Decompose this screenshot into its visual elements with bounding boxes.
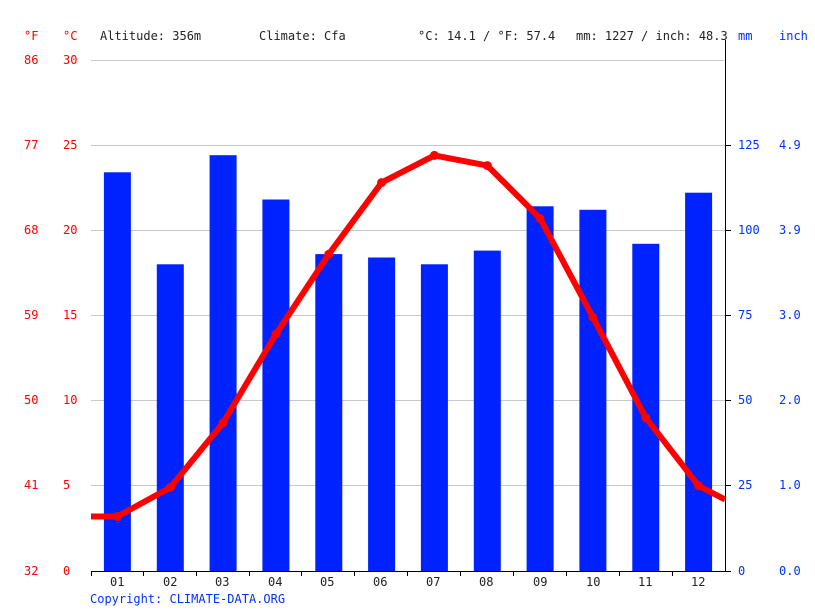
temperature-point — [218, 418, 228, 428]
precipitation-bar — [315, 254, 343, 571]
precipitation-total-label: mm: 1227 / inch: 48.3 — [576, 29, 728, 43]
c-tick-30: 30 — [63, 53, 78, 67]
copyright-link[interactable]: Copyright: CLIMATE-DATA.ORG — [90, 592, 286, 606]
month-label-07: 07 — [426, 575, 441, 589]
month-label-08: 08 — [479, 575, 494, 589]
mm-tick-125: 125 — [738, 138, 760, 152]
inch-tick-1-0: 1.0 — [779, 478, 801, 492]
temperature-line — [91, 152, 727, 520]
precipitation-bar — [632, 243, 660, 572]
f-tick-68: 68 — [24, 223, 39, 237]
precipitation-bar — [262, 199, 290, 571]
precipitation-bar — [579, 209, 607, 572]
precipitation-bar — [103, 172, 131, 572]
precipitation-bar — [368, 257, 396, 571]
temperature-point — [535, 213, 545, 223]
temperature-point — [271, 329, 281, 339]
inch-tick-3-9: 3.9 — [779, 223, 801, 237]
month-label-01: 01 — [110, 575, 125, 589]
month-label-10: 10 — [586, 575, 601, 589]
f-tick-59: 59 — [24, 308, 39, 322]
precipitation-bar — [685, 192, 713, 571]
temperature-point — [324, 249, 334, 259]
month-label-02: 02 — [163, 575, 178, 589]
axes — [91, 40, 731, 576]
f-tick-41: 41 — [24, 478, 39, 492]
precipitation-bar — [420, 264, 448, 571]
mm-tick-0: 0 — [738, 564, 746, 578]
inch-tick-4-9: 4.9 — [779, 138, 801, 152]
mm-tick-100: 100 — [738, 223, 760, 237]
c-tick-10: 10 — [63, 393, 78, 407]
gridlines — [91, 60, 725, 486]
inch-tick-3-0: 3.0 — [779, 308, 801, 322]
month-label-12: 12 — [691, 575, 706, 589]
precipitation-bar — [473, 250, 501, 571]
temperature-point — [429, 150, 439, 160]
month-label-05: 05 — [320, 575, 335, 589]
precipitation-bar — [156, 264, 184, 571]
temperature-average-label: °C: 14.1 / °F: 57.4 — [418, 29, 556, 43]
temperature-point — [377, 178, 387, 188]
mm-unit-label: mm — [738, 29, 753, 43]
c-tick-5: 5 — [63, 478, 71, 492]
mm-tick-50: 50 — [738, 393, 753, 407]
temperature-point — [588, 312, 598, 322]
temperature-points — [112, 150, 704, 521]
f-tick-32: 32 — [24, 564, 39, 578]
f-tick-77: 77 — [24, 138, 39, 152]
climate-label: Climate: Cfa — [259, 29, 346, 43]
precipitation-bar — [209, 155, 237, 571]
temperature-point — [112, 512, 122, 521]
temperature-point — [482, 161, 492, 171]
month-label-09: 09 — [533, 575, 548, 589]
mm-tick-25: 25 — [738, 478, 753, 492]
mm-tick-75: 75 — [738, 308, 753, 322]
f-tick-50: 50 — [24, 393, 39, 407]
inch-tick-2-0: 2.0 — [779, 393, 801, 407]
temperature-point — [641, 413, 651, 423]
month-label-11: 11 — [638, 575, 653, 589]
precipitation-bar — [526, 206, 554, 572]
f-tick-86: 86 — [24, 53, 39, 67]
c-tick-25: 25 — [63, 138, 78, 152]
altitude-label: Altitude: 356m — [100, 29, 202, 43]
temperature-point — [165, 483, 175, 492]
month-label-03: 03 — [215, 575, 230, 589]
precipitation-bars — [103, 155, 713, 572]
c-tick-20: 20 — [63, 223, 78, 237]
c-tick-0: 0 — [63, 564, 71, 578]
c-tick-15: 15 — [63, 308, 78, 322]
celsius-unit-label: °C — [63, 29, 78, 43]
month-label-06: 06 — [373, 575, 388, 589]
fahrenheit-unit-label: °F — [24, 29, 39, 43]
temperature-point — [694, 481, 704, 491]
inch-unit-label: inch — [779, 29, 808, 43]
inch-tick-0-0: 0.0 — [779, 564, 801, 578]
month-label-04: 04 — [268, 575, 283, 589]
